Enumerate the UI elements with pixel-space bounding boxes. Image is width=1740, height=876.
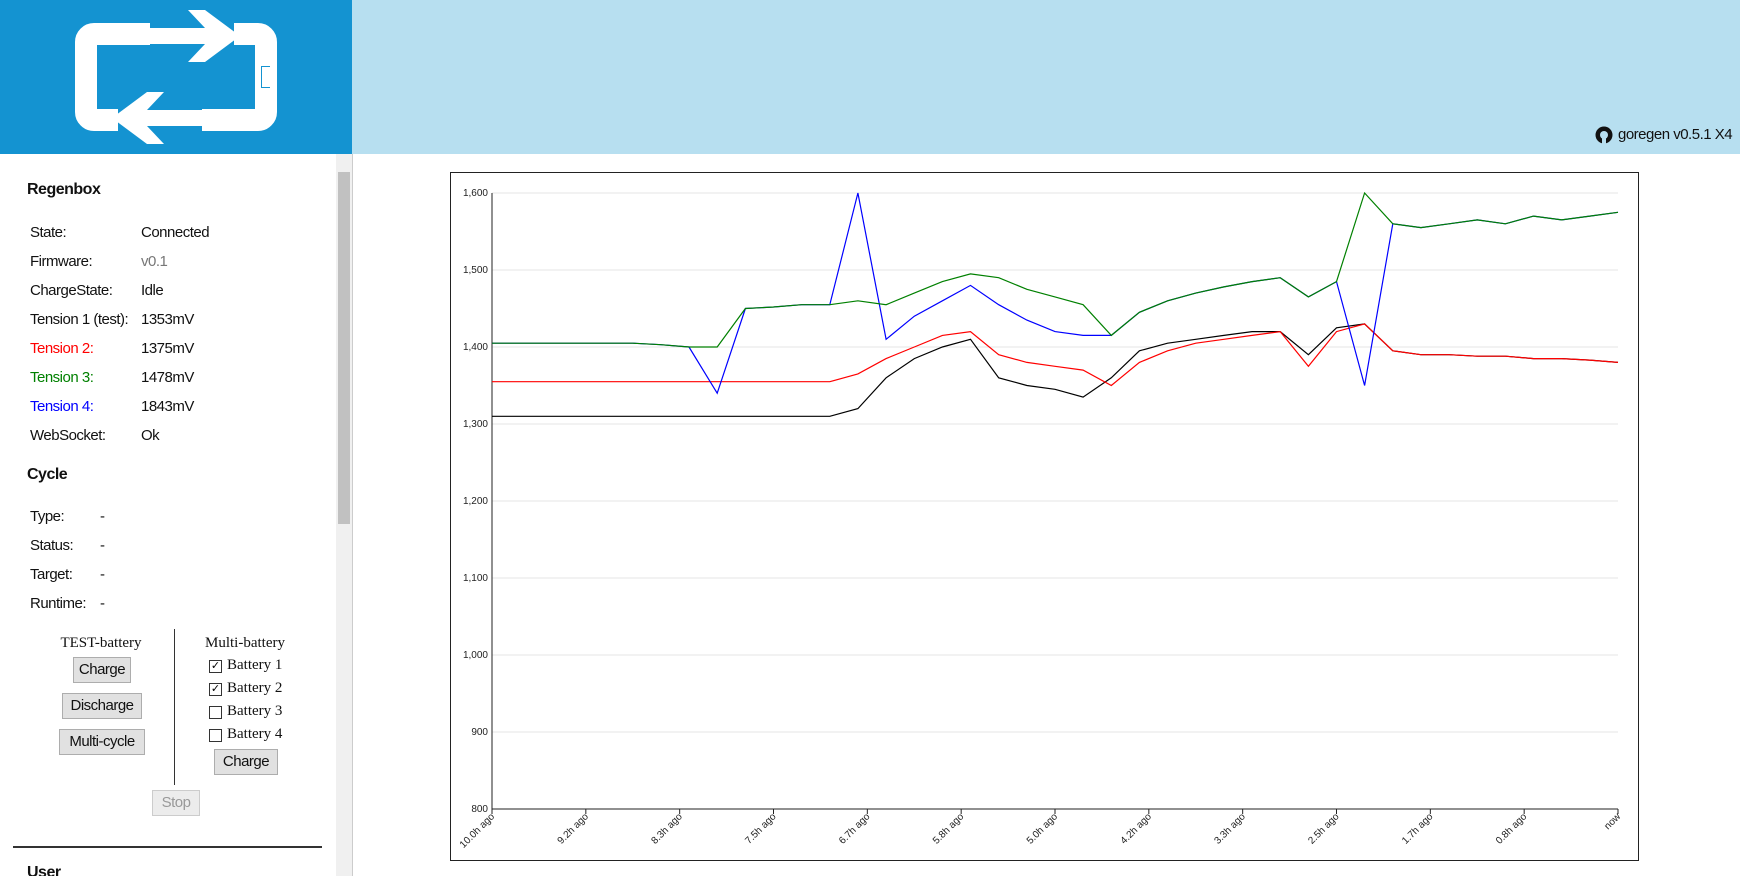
group-title: Multi-battery <box>205 635 285 651</box>
y-tick-label: 1,500 <box>463 265 488 276</box>
separator <box>13 846 322 848</box>
checkbox-label: Battery 1 <box>227 657 283 673</box>
series-line <box>492 323 1619 387</box>
row-label: Tension 2: <box>30 340 94 357</box>
version: goregen v0.5.1 X4 <box>1618 126 1733 143</box>
stop-button[interactable]: Stop <box>152 790 200 816</box>
charge-button[interactable]: Charge <box>214 749 278 775</box>
section-title: Cycle <box>27 466 68 483</box>
row-value: - <box>100 595 105 612</box>
row-label: Tension 3: <box>30 369 94 386</box>
group-title: TEST-battery <box>60 635 142 651</box>
y-tick-label: 1,100 <box>463 573 488 584</box>
checkbox[interactable]: ✓ <box>209 683 222 696</box>
row-label: WebSocket: <box>30 427 106 444</box>
section-title: Regenbox <box>27 181 101 198</box>
row-value: Connected <box>141 224 210 241</box>
row-label: ChargeState: <box>30 282 113 299</box>
row-label: Type: <box>30 508 65 525</box>
divider <box>174 629 175 785</box>
row-value: 1843mV <box>141 398 194 415</box>
row-label: Status: <box>30 537 74 554</box>
row-value: 1478mV <box>141 369 194 386</box>
checkbox-label: Battery 3 <box>227 703 283 719</box>
github-icon[interactable] <box>1595 126 1613 144</box>
checkbox-label: Battery 2 <box>227 680 283 696</box>
row-label: State: <box>30 224 67 241</box>
checkbox[interactable] <box>209 706 222 719</box>
y-tick-label: 1,300 <box>463 419 488 430</box>
action-button[interactable]: Charge <box>73 657 131 683</box>
logo <box>75 10 277 144</box>
sidebar: Regenbox Cycle TEST-battery Multi-batter… <box>0 154 353 876</box>
row-value: Ok <box>141 427 160 444</box>
row-label: Runtime: <box>30 595 87 612</box>
scroll-thumb[interactable] <box>338 172 350 524</box>
logo-block <box>0 0 352 154</box>
checkbox-label: Battery 4 <box>227 726 283 742</box>
series-line <box>492 191 1619 348</box>
y-tick-label: 900 <box>471 727 488 738</box>
checkbox[interactable] <box>209 729 222 742</box>
row-value: v0.1 <box>141 253 168 270</box>
chart-frame <box>450 172 1639 861</box>
checkbox[interactable]: ✓ <box>209 660 222 673</box>
scrollbar[interactable] <box>336 154 352 876</box>
row-label: Tension 1 (test): <box>30 311 129 328</box>
row-value: - <box>100 508 105 525</box>
y-tick-label: 1,400 <box>463 342 488 353</box>
action-button[interactable]: Multi-cycle <box>59 729 145 755</box>
section-title: User <box>27 864 61 876</box>
y-tick-label: 1,000 <box>463 650 488 661</box>
row-value: 1353mV <box>141 311 194 328</box>
row-value: - <box>100 537 105 554</box>
y-tick-label: 800 <box>471 804 488 815</box>
chart: 800 900 1,000 1,100 1,200 1,300 1,400 1,500 1,60… <box>450 172 1639 861</box>
row-value: - <box>100 566 105 583</box>
row-label: Tension 4: <box>30 398 94 415</box>
row-value: 1375mV <box>141 340 194 357</box>
row-label: Firmware: <box>30 253 93 270</box>
row-value: Idle <box>141 282 164 299</box>
y-tick-label: 1,200 <box>463 496 488 507</box>
action-button[interactable]: Discharge <box>62 693 142 719</box>
y-tick-label: 1,600 <box>463 188 488 199</box>
header: goregen v0.5.1 X4 <box>352 0 1740 154</box>
row-label: Target: <box>30 566 73 583</box>
